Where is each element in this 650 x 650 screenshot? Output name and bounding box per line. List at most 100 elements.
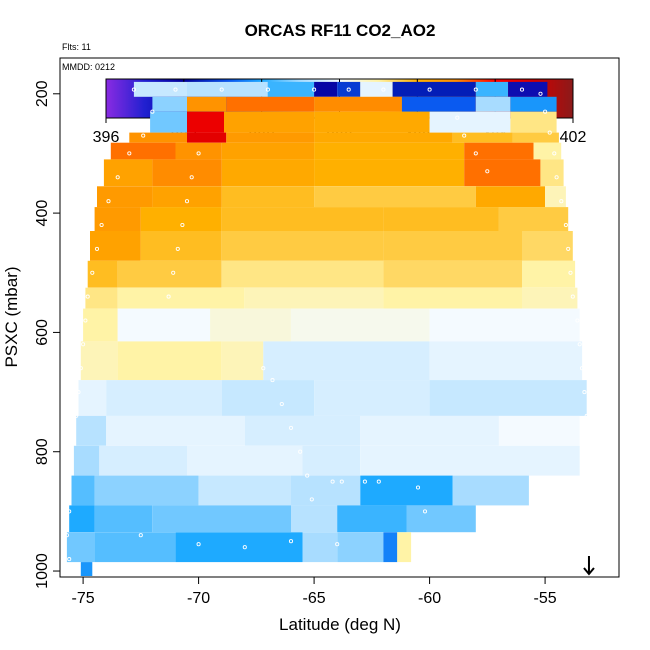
heatmap-cell	[244, 287, 384, 309]
flight-track-point	[335, 542, 340, 547]
flight-track-point	[64, 533, 69, 538]
heatmap-cell	[117, 287, 245, 309]
flight-track-point	[90, 270, 95, 275]
heatmap-cell	[152, 505, 291, 533]
heatmap-cell	[187, 132, 227, 143]
flight-track-point	[173, 87, 178, 92]
flight-track-point	[171, 270, 176, 275]
heatmap-cell	[267, 81, 315, 97]
heatmap-cell	[392, 81, 476, 97]
flight-track-point	[74, 413, 79, 418]
flight-track-point	[575, 318, 580, 323]
heatmap-cell	[314, 142, 465, 160]
flight-track-point	[552, 151, 557, 156]
flight-track-point	[485, 169, 490, 174]
heatmap-cell	[94, 475, 199, 506]
colorbar-tick-label: 402	[560, 129, 587, 146]
x-tick-label: -70	[187, 590, 210, 607]
heatmap-cell	[314, 111, 430, 133]
heatmap-cell	[90, 231, 141, 261]
heatmap-cell	[475, 96, 511, 112]
flight-track-point	[78, 366, 83, 371]
flight-track-point	[346, 87, 351, 92]
heatmap-cell	[498, 415, 580, 446]
heatmap-cell	[360, 475, 453, 506]
heatmap-cell	[99, 445, 188, 476]
chart-title: ORCAS RF11 CO2_AO2	[245, 21, 436, 40]
y-tick-label: 800	[34, 438, 51, 465]
heatmap-cell	[429, 111, 511, 133]
heatmap-cell	[187, 96, 227, 112]
heatmap-cell	[314, 186, 476, 208]
heatmap-cell	[263, 341, 430, 381]
down-arrow-icon	[583, 556, 595, 576]
heatmap-cell	[314, 159, 465, 187]
heatmap-cell	[314, 96, 402, 112]
heatmap-cell	[512, 132, 559, 143]
heatmap-cell	[117, 341, 222, 381]
heatmap-cell	[221, 231, 384, 261]
heatmap-cell	[94, 532, 176, 563]
y-axis-label: PSXC (mbar)	[2, 266, 21, 367]
flight-track-point	[362, 479, 367, 484]
flight-track-point	[83, 318, 88, 323]
heatmap-cell	[221, 142, 315, 160]
heatmap-cell	[94, 505, 153, 533]
heatmap-cell	[187, 111, 224, 133]
flight-track-point	[312, 87, 317, 92]
flight-track-point	[427, 533, 432, 538]
flight-track-point	[288, 425, 294, 430]
heatmap-cell	[360, 415, 499, 446]
heatmap-cell	[71, 475, 95, 506]
heatmap-cell	[175, 532, 303, 563]
flight-track-point	[138, 533, 143, 538]
flight-track-point	[131, 87, 136, 92]
x-tick-label: -65	[303, 590, 326, 607]
flight-track-point	[242, 545, 247, 550]
flight-track-point	[582, 390, 587, 395]
heatmap-cell	[291, 505, 338, 533]
heatmap-cell	[224, 111, 315, 133]
flight-track-point	[519, 87, 525, 92]
heatmap-cell	[106, 380, 222, 416]
heatmap-cell	[117, 260, 222, 288]
heatmap-cell	[302, 445, 361, 476]
heatmap-cell	[337, 505, 407, 533]
flight-track-point	[99, 222, 104, 228]
flight-track-point	[71, 437, 76, 442]
flight-track-point	[298, 449, 303, 454]
heatmap-cell	[429, 341, 583, 381]
flight-track-point	[166, 294, 171, 299]
flight-track-point	[305, 473, 310, 478]
heatmap-cell	[383, 231, 522, 261]
axes: -75 -70 -65 -60 -55 200 400 600 800 1000	[34, 80, 557, 607]
flight-track-point	[67, 509, 72, 514]
heatmap-cell	[314, 380, 430, 416]
plot-frame	[59, 57, 620, 578]
heatmap-cell	[221, 260, 384, 288]
flight-track-point	[566, 246, 571, 251]
x-tick-label: -60	[418, 590, 441, 607]
heatmap-cell	[314, 132, 453, 143]
x-tick-label: -55	[534, 590, 557, 607]
heatmap-cell	[383, 532, 398, 563]
heatmap-cell	[508, 81, 548, 97]
heatmap-cell	[545, 186, 566, 208]
heatmap-cell	[221, 207, 384, 231]
flight-track-point	[473, 87, 478, 92]
flight-track-point	[261, 366, 266, 371]
heatmap-cell	[210, 308, 291, 342]
flight-track-point	[180, 222, 185, 228]
heatmap-cell	[406, 505, 476, 533]
flight-track-point	[175, 246, 180, 251]
heatmap-cell	[383, 287, 522, 309]
heatmap-cell	[244, 415, 361, 446]
heatmap-cell	[198, 475, 291, 506]
heatmap-cell	[129, 132, 187, 143]
heatmap-cell	[80, 562, 93, 576]
flight-track-point	[219, 87, 224, 92]
heatmap-cell	[337, 532, 384, 563]
heatmap-cell	[337, 81, 361, 97]
heatmap-cell	[221, 341, 264, 381]
